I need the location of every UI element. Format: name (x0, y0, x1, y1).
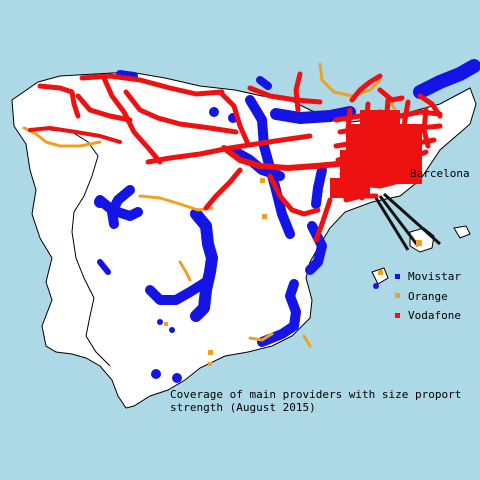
legend-label-movistar: Movistar (408, 270, 461, 283)
portugal-border (49, 129, 111, 367)
map-caption-line-2: strength (August 2015) (170, 401, 316, 414)
city-label-barcelona: Barcelona (410, 167, 470, 180)
vodafone-coverage (28, 71, 341, 243)
ibiza (371, 267, 389, 285)
legend-swatch-orange (395, 293, 400, 298)
orange-coverage (22, 62, 406, 348)
legend-label-vodafone: Vodafone (408, 309, 461, 322)
legend-label-orange: Orange (408, 290, 448, 303)
menorca (453, 225, 471, 239)
legend-swatch-movistar (395, 274, 400, 279)
island-connectors (374, 192, 441, 251)
vodafone-dense-fill (330, 110, 422, 198)
movistar-spots (94, 107, 379, 383)
legend: Movistar Orange Vodafone (395, 270, 461, 322)
map-caption-line-1: Coverage of main providers with size pro… (170, 388, 461, 401)
legend-swatch-vodafone (395, 313, 400, 318)
